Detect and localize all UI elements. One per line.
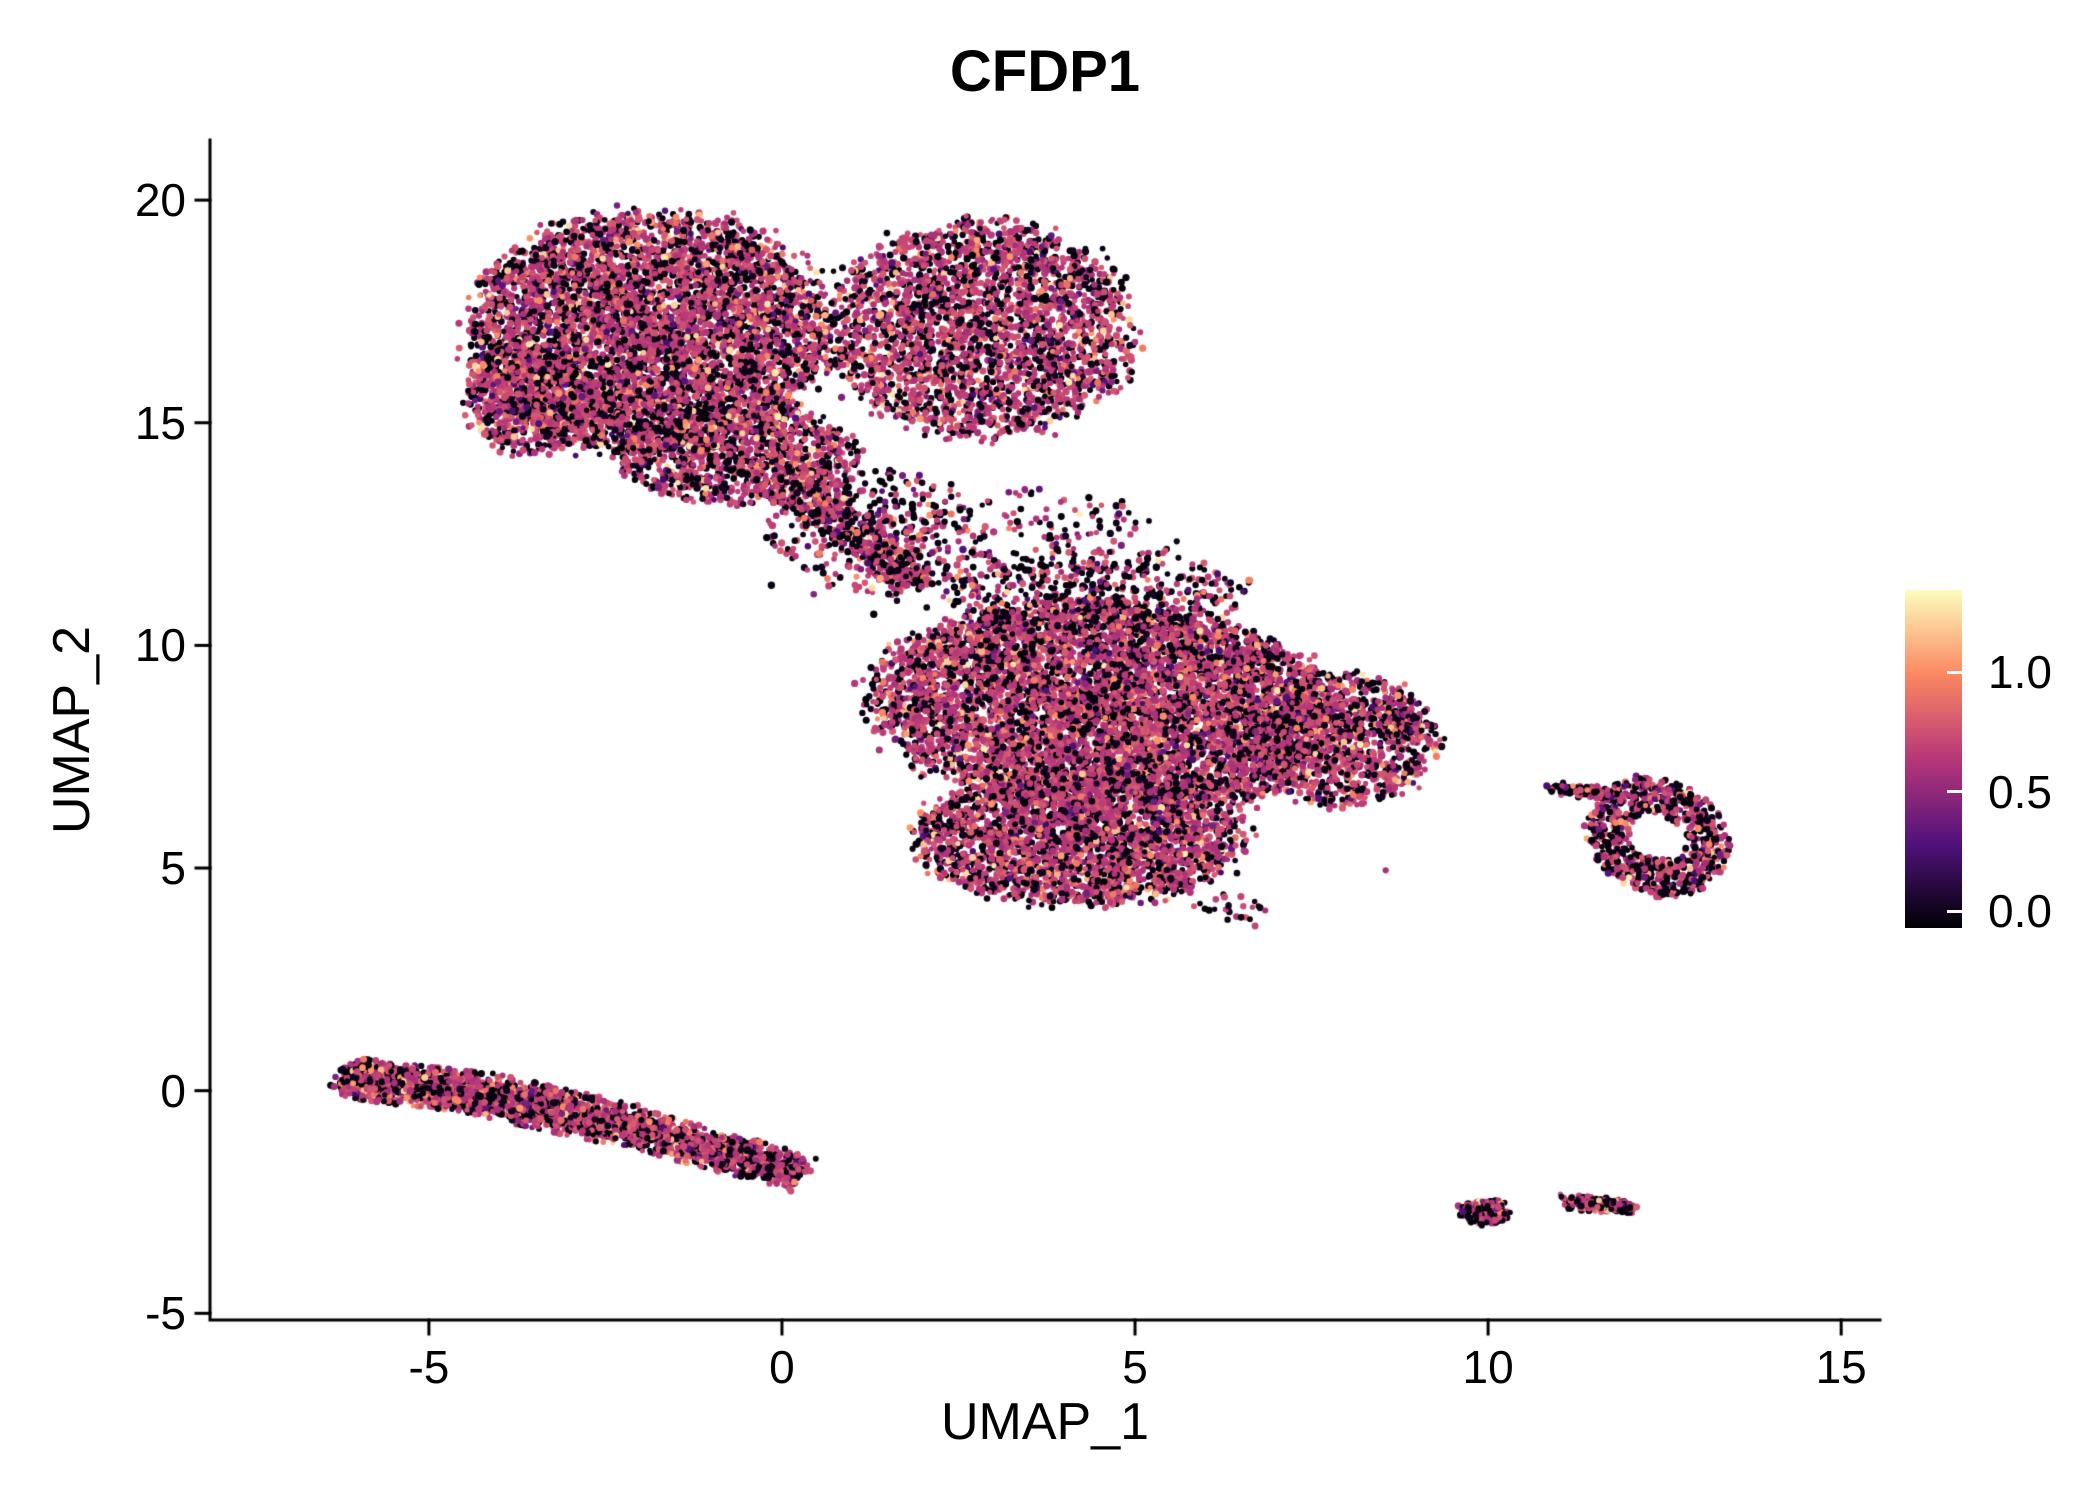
colorbar-tick	[1947, 909, 1962, 913]
y-axis-label: UMAP_2	[43, 625, 101, 835]
x-tick-label: 5	[1122, 1341, 1148, 1393]
x-tick-label: 0	[769, 1341, 795, 1393]
y-tick-label: 10	[134, 619, 186, 672]
y-tick-label: 5	[160, 842, 186, 895]
x-tick-label: -5	[408, 1341, 450, 1393]
y-tick-label: 15	[134, 396, 186, 449]
colorbar-tick-label: 1.0	[1988, 646, 2052, 699]
colorbar-tick-label: 0.0	[1988, 885, 2052, 938]
colorbar-tick	[1947, 670, 1962, 674]
x-tick-label: 10	[1462, 1341, 1514, 1393]
x-tick-label: 15	[1815, 1341, 1867, 1393]
x-axis-label: UMAP_1	[940, 1393, 1150, 1451]
colorbar: 1.0 0.5 0.0	[1905, 590, 2052, 937]
y-tick-label: 20	[134, 174, 186, 227]
colorbar-tick	[1947, 790, 1962, 794]
plot-title: CFDP1	[949, 39, 1141, 104]
y-tick-label: 0	[160, 1064, 186, 1117]
y-tick-label: -5	[145, 1287, 186, 1340]
colorbar-gradient	[1905, 590, 1962, 928]
colorbar-tick-label: 0.5	[1988, 765, 2052, 818]
